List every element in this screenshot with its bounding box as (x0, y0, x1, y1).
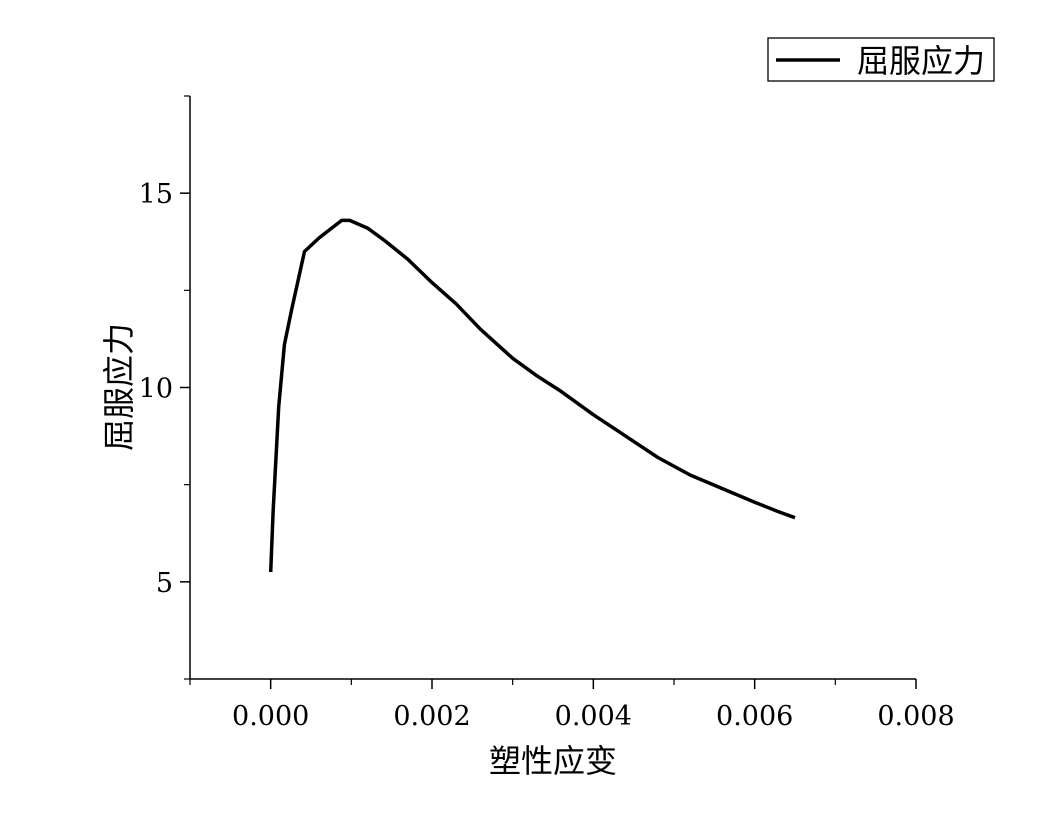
series-line (268, 218, 796, 573)
series-layer (268, 218, 796, 573)
y-tick-label: 10 (139, 374, 173, 405)
x-tick-label: 0.002 (393, 701, 470, 732)
x-tick-label: 0.004 (555, 701, 632, 732)
x-tick-label: 0.008 (877, 701, 954, 732)
legend-label: 屈服应力 (857, 42, 985, 80)
y-axis-title: 屈服应力 (100, 323, 138, 451)
axes-layer: 0.000 0.002 0.004 0.006 0.008 5 10 15 (139, 95, 955, 732)
legend: 屈服应力 (767, 37, 995, 82)
y-tick-label: 15 (139, 179, 173, 210)
x-tick-label: 0.006 (716, 701, 793, 732)
x-tick-label: 0.000 (232, 701, 309, 732)
labels-layer: 塑性应变 屈服应力 (100, 323, 617, 780)
x-axis-title: 塑性应变 (489, 742, 617, 780)
y-tick-label: 5 (156, 568, 173, 599)
